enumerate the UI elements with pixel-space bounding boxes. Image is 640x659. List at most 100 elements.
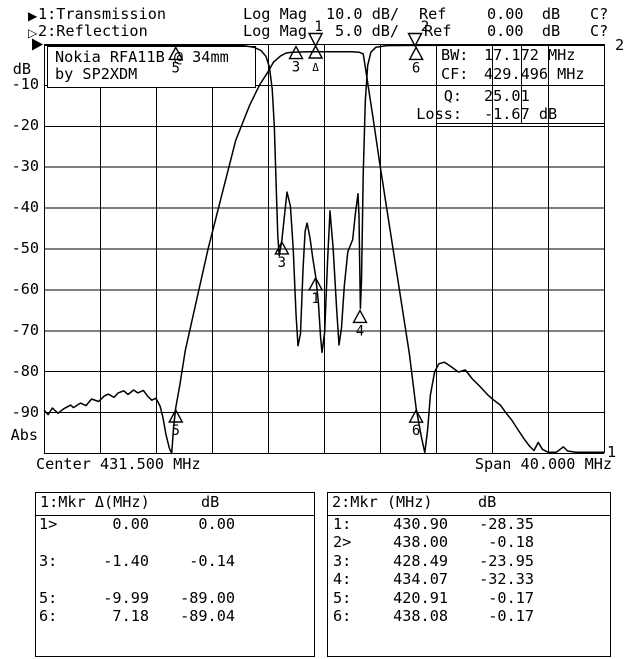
marker-6-trace1-icon [408,408,424,423]
y-axis-tick-label: -60 [11,279,39,298]
marker-freq: 7.18 [112,606,149,625]
y-axis-tick-label: -20 [11,116,39,135]
loss-value: -1.67 dB [484,105,558,123]
trace-2-corner-id: 2 [615,36,625,54]
marker-freq: 438.00 [393,533,448,552]
marker-table-row: 5: -9.99 -89.00 [36,588,314,608]
marker-Δ-trace1-icon [307,44,324,59]
marker-freq: 430.90 [393,515,448,533]
channel-1-format: Log Mag [243,5,308,23]
y-axis-tick-label: -10 [11,75,39,94]
cf-value: 429.496 MHz [484,65,585,83]
reference-level-arrow-icon [32,38,43,51]
x-axis-center-label: Center 431.500 MHz [36,455,201,473]
marker-freq: 420.91 [393,588,448,607]
device-title-line1: Nokia RFA11B @ 34mm [55,48,229,66]
x-axis-span-label: Span 40.000 MHz [474,455,612,473]
marker-table-row: 1> 0.00 0.00 [36,516,314,534]
cf-label: CF: [441,65,469,83]
marker-db: -89.04 [180,606,235,625]
marker-4-trace2-icon [352,308,368,324]
channel-2-label: 2:Reflection [38,22,148,40]
marker-table-1: 1:Mkr Δ(MHz) dB 1> 0.00 0.00 3: -1.40 -0.14 5:… [35,492,315,657]
marker-db: -28.35 [479,515,534,533]
marker-table-2: 2:Mkr (MHz) dB 1: 430.90 -28.35 2> 438.00 -0.… [327,492,611,657]
q-label: Q: [443,87,462,105]
loss-label: Loss: [416,105,462,123]
marker-freq: 428.49 [393,551,448,570]
marker-label: 1 [314,19,322,35]
marker-id: 2> [333,533,352,552]
marker-id: 6: [333,606,352,625]
marker-table-1-title: 1:Mkr Δ(MHz) [40,493,150,511]
marker-id: 5: [39,588,58,607]
marker-db: -0.17 [488,606,534,625]
marker-table-1-db-col: dB [201,493,220,511]
trace-1-corner-id: 1 [607,443,617,461]
info-box-divider-lines [436,44,604,124]
marker-label: 3 [292,60,300,76]
marker-table-row: 6: 438.08 -0.17 [328,606,610,626]
channel-1-active-icon: ▶ [28,9,38,23]
marker-table-row: 2> 438.00 -0.18 [328,534,610,552]
marker-db: -89.00 [180,588,235,607]
marker-table-2-header: 2:Mkr (MHz) dB [328,493,610,516]
marker-table-row: 4: 434.07 -32.33 [328,571,610,589]
marker-freq: -1.40 [103,551,149,570]
marker-table-row: 6: 7.18 -89.04 [36,606,314,626]
marker-label: 6 [412,423,420,439]
channel-1-ref-value: 0.00 dB [487,5,561,23]
marker-table-1-header: 1:Mkr Δ(MHz) dB [36,493,314,516]
marker-table-row: 3: 428.49 -23.95 [328,551,610,571]
y-axis-tick-label: -40 [11,198,39,217]
channel-2-format: Log Mag [243,22,308,40]
marker-freq: -9.99 [103,588,149,607]
marker-label: Δ [312,61,319,74]
marker-db: -0.14 [189,551,235,570]
marker-id: 5: [333,588,352,607]
marker-6-trace2-icon [408,45,424,61]
marker-label: 3 [278,255,286,271]
marker-db: 0.00 [198,515,235,533]
y-axis-tick-label: -90 [11,402,39,421]
marker-table-2-title: 2:Mkr (MHz) [332,493,433,511]
marker-table-2-db-col: dB [478,493,497,511]
marker-table-row: 5: 420.91 -0.17 [328,588,610,608]
marker-table-1-body: 1> 0.00 0.00 3: -1.40 -0.14 5: -9.99 -89.00 6: 7.1… [36,516,314,626]
marker-id: 3: [333,551,352,570]
active-marker-2-icon [407,32,423,48]
q-value: 25.01 [484,87,530,105]
channel-2-cal-status: C? [590,22,609,40]
device-title-line2: by SP2XDM [55,65,138,83]
bw-label: BW: [441,46,469,64]
marker-label: 1 [311,291,319,307]
y-axis-tick-label: -80 [11,361,39,380]
marker-label: 5 [172,60,180,76]
channel-2-active-icon: ▷ [28,26,38,40]
y-axis-tick-label: -50 [11,239,39,257]
marker-freq: 0.00 [112,515,149,533]
marker-label: 5 [172,423,180,439]
marker-id: 1> [39,515,58,533]
channel-1-ref-label: Ref [419,5,447,23]
marker-id: 1: [333,515,352,533]
marker-id: 4: [333,570,352,589]
bw-value: 17.172 MHz [484,46,576,64]
marker-db: -0.17 [488,588,534,607]
y-axis-unit: dB [12,60,31,78]
marker-5-trace2-icon [168,45,184,61]
marker-db: -23.95 [479,551,534,570]
trace-2-reflection [43,44,605,354]
marker-db: -32.33 [479,570,534,589]
marker-3-trace2-icon [274,240,290,255]
y-axis-tick-label: -70 [11,320,39,339]
marker-5-trace1-icon [168,408,184,423]
y-axis-tick-label: -30 [11,157,39,176]
channel-1-cal-status: C? [590,5,609,23]
channel-1-scale: 10.0 dB/ [326,5,400,23]
marker-freq: 434.07 [393,570,448,589]
channel-2-ref-value: 0.00 dB [487,22,561,40]
channel-2-ref-label: Ref [424,22,452,40]
